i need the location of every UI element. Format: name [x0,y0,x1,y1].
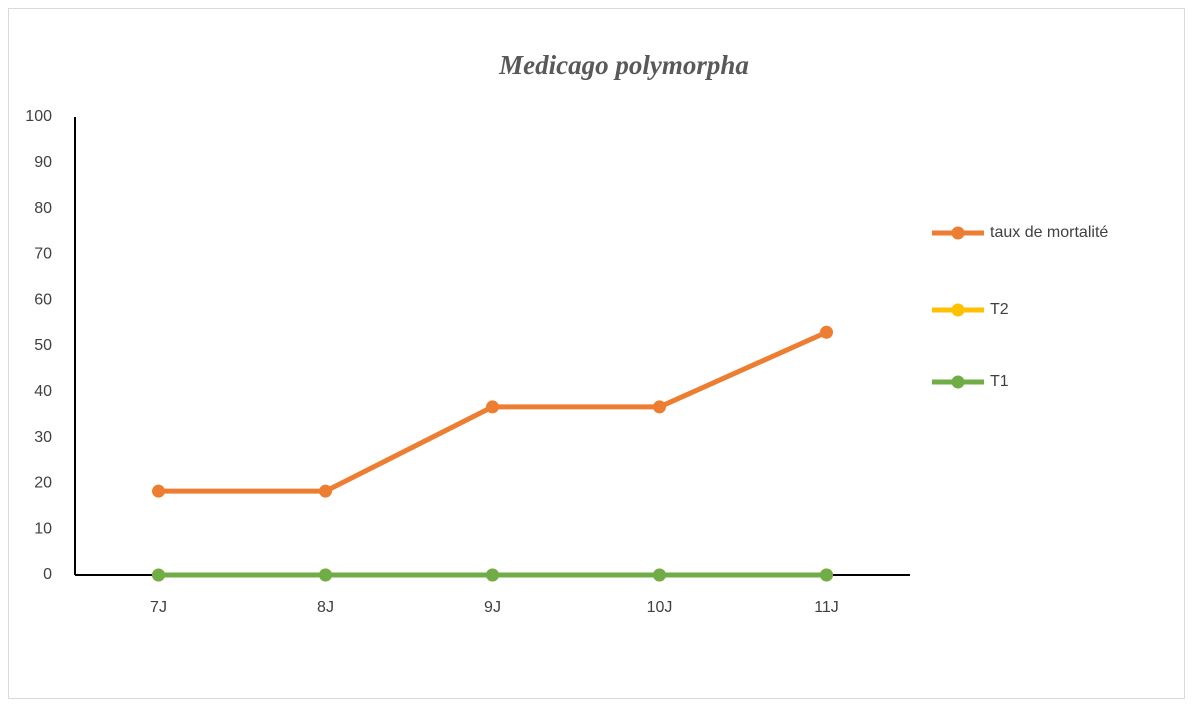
legend-label: taux de mortalité [990,224,1108,241]
y-tick-label: 70 [34,246,52,263]
x-tick-label: 9J [484,599,501,616]
x-tick-label: 8J [317,599,334,616]
data-point [152,568,165,582]
data-point [152,484,165,498]
legend-marker [951,375,965,389]
y-tick-label: 10 [34,520,52,537]
data-point [820,568,833,582]
y-tick-label: 50 [34,337,52,354]
x-tick-label: 10J [647,599,673,616]
legend-marker [951,303,965,317]
y-tick-label: 0 [43,566,52,583]
y-tick-label: 20 [34,475,52,492]
y-tick-label: 90 [34,154,52,171]
y-tick-label: 100 [25,108,52,125]
legend-label: T1 [990,373,1009,390]
legend-marker [951,226,965,240]
legend-label: T2 [990,301,1009,318]
data-point [653,568,666,582]
data-point [319,568,332,582]
x-tick-label: 7J [150,599,167,616]
y-tick-label: 80 [34,200,52,217]
chart-title: Medicago polymorpha [498,50,749,80]
x-tick-label: 11J [814,599,839,616]
y-tick-label: 30 [34,429,52,446]
data-point [486,400,499,414]
data-point [486,568,499,582]
data-point [820,325,833,339]
data-point [653,400,666,414]
y-tick-label: 60 [34,291,52,308]
data-point [319,484,332,498]
y-tick-label: 40 [34,383,52,400]
chart-border [8,8,1185,699]
